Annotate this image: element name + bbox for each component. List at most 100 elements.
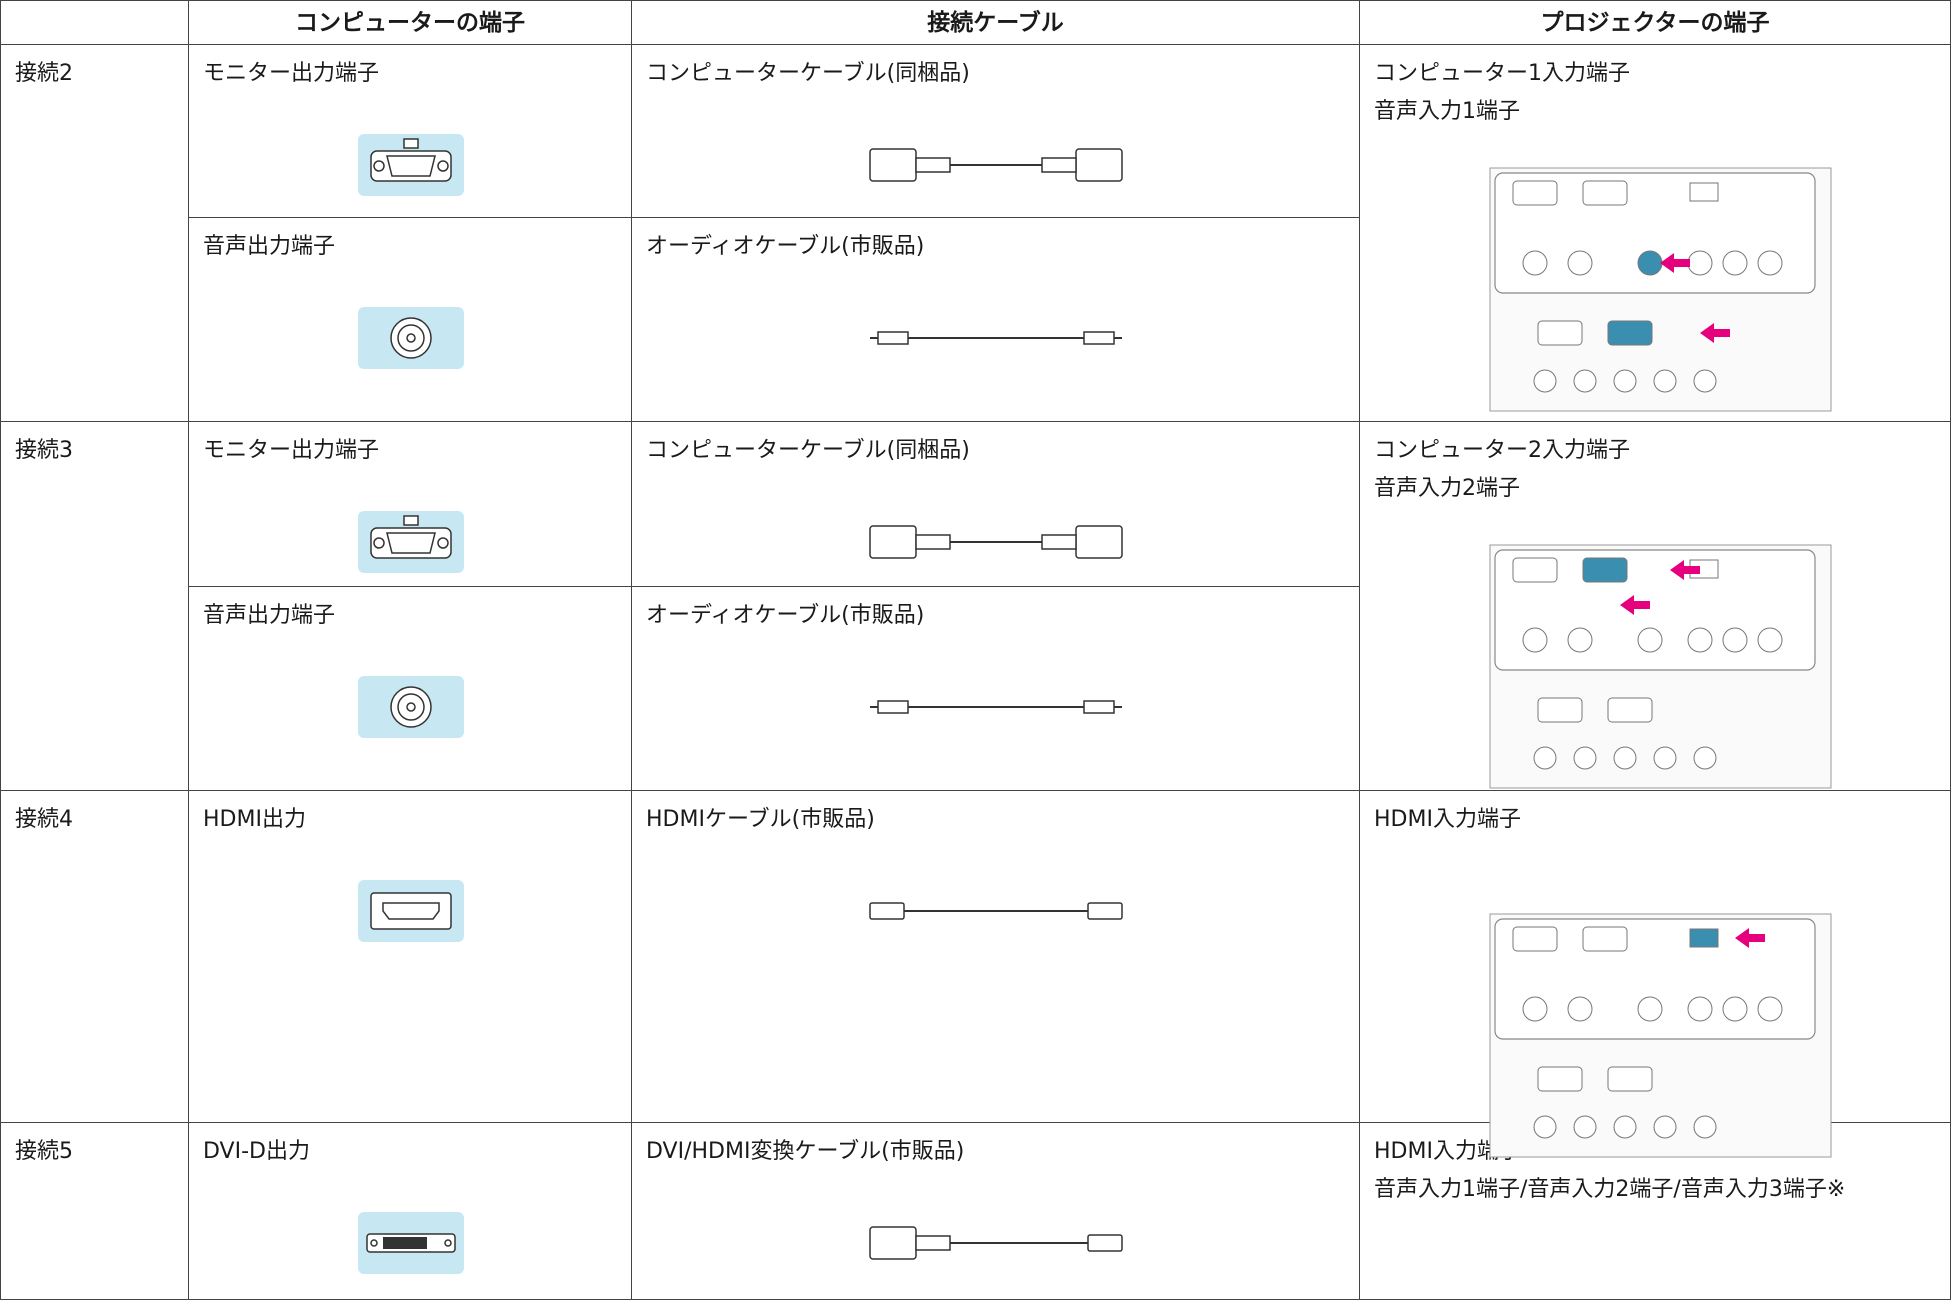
cable-icon: [869, 1226, 1123, 1260]
shape: [1083, 331, 1115, 345]
shape: [1582, 926, 1628, 952]
shape: [1722, 996, 1748, 1022]
shape: [1637, 627, 1663, 653]
shape: [370, 1239, 378, 1247]
shape: [373, 537, 385, 549]
computer-port-text: モニター出力端子: [203, 61, 380, 86]
shape: [373, 160, 385, 172]
cable-text: コンピューターケーブル(同梱品): [646, 438, 970, 463]
cable-icon: [870, 331, 1122, 345]
computer-port: HDMI出力: [189, 791, 632, 1123]
shape: [1607, 1066, 1653, 1092]
cable-text: HDMIケーブル(市販品): [646, 807, 875, 832]
header-cell: プロジェクターの端子: [1360, 0, 1951, 45]
header-cell-text: プロジェクターの端子: [1540, 10, 1770, 36]
shape: [1075, 148, 1123, 182]
shape: [1757, 250, 1783, 276]
shape: [1735, 928, 1765, 948]
row-label-text: 接続3: [15, 438, 73, 463]
cable-text: DVI/HDMI変換ケーブル(市販品): [646, 1139, 965, 1164]
shape: [1512, 557, 1558, 583]
cable-icon: [869, 525, 1123, 559]
shape: [1533, 369, 1557, 393]
port-icon: [358, 880, 464, 942]
shape: [1700, 323, 1730, 343]
shape: [1522, 627, 1548, 653]
shape: [1041, 534, 1077, 550]
shape: [1607, 320, 1653, 346]
shape: [1693, 1115, 1717, 1139]
shape: [386, 155, 436, 177]
projector-port-text: コンピューター1入力端子: [1374, 61, 1630, 86]
shape: [406, 702, 416, 712]
header-cell: 接続ケーブル: [632, 0, 1360, 45]
shape: [1567, 250, 1593, 276]
shape: [382, 902, 440, 920]
cable-text: オーディオケーブル(市販品): [646, 603, 925, 628]
shape: [1637, 996, 1663, 1022]
shape: [1722, 250, 1748, 276]
shape: [915, 157, 951, 173]
shape: [1620, 595, 1650, 615]
shape: [1537, 320, 1583, 346]
shape: [1512, 180, 1558, 206]
shape: [1653, 369, 1677, 393]
shape: [1512, 926, 1558, 952]
row-label-text: 接続5: [15, 1139, 73, 1164]
shape: [437, 537, 449, 549]
shape: [915, 1235, 951, 1251]
shape: [1087, 902, 1123, 920]
computer-port: モニター出力端子: [189, 45, 632, 218]
projector-port-text: コンピューター2入力端子: [1374, 438, 1630, 463]
shape: [383, 1237, 427, 1249]
projector-panel: [1489, 913, 1832, 1158]
shape: [869, 148, 917, 182]
shape: [1653, 746, 1677, 770]
shape: [403, 515, 419, 526]
shape: [1757, 996, 1783, 1022]
header-cell: [0, 0, 189, 45]
cable-icon: [870, 700, 1122, 714]
shape: [1537, 1066, 1583, 1092]
row-label-text: 接続2: [15, 61, 73, 86]
shape: [1613, 369, 1637, 393]
projector-panel: [1489, 167, 1832, 412]
shape: [877, 700, 909, 714]
shape: [1582, 180, 1628, 206]
computer-port-text: モニター出力端子: [203, 438, 380, 463]
shape: [1041, 157, 1077, 173]
cable-icon: [869, 148, 1123, 182]
shape: [869, 902, 905, 920]
row-label: 接続4: [0, 791, 189, 1123]
computer-port-text: HDMI出力: [203, 807, 306, 832]
cable: オーディオケーブル(市販品): [632, 587, 1360, 791]
shape: [1607, 697, 1653, 723]
shape: [1687, 627, 1713, 653]
shape: [1637, 250, 1663, 276]
shape: [1573, 369, 1597, 393]
port-icon: [358, 676, 464, 738]
computer-port-text: 音声出力端子: [203, 603, 336, 628]
cable: コンピューターケーブル(同梱品): [632, 422, 1360, 587]
computer-port-text: 音声出力端子: [203, 234, 336, 259]
shape: [1522, 250, 1548, 276]
shape: [1613, 746, 1637, 770]
shape: [437, 160, 449, 172]
shape: [1533, 1115, 1557, 1139]
shape: [1582, 557, 1628, 583]
computer-port: 音声出力端子: [189, 218, 632, 422]
cable: オーディオケーブル(市販品): [632, 218, 1360, 422]
cable-icon: [869, 902, 1123, 920]
shape: [1087, 1234, 1123, 1252]
shape: [877, 331, 909, 345]
projector-port-text: HDMI入力端子: [1374, 807, 1521, 832]
cable-text: コンピューターケーブル(同梱品): [646, 61, 970, 86]
port-icon: [358, 307, 464, 369]
shape: [1693, 369, 1717, 393]
shape: [1689, 928, 1719, 948]
shape: [1722, 627, 1748, 653]
shape: [406, 333, 416, 343]
shape: [1693, 746, 1717, 770]
shape: [1083, 700, 1115, 714]
